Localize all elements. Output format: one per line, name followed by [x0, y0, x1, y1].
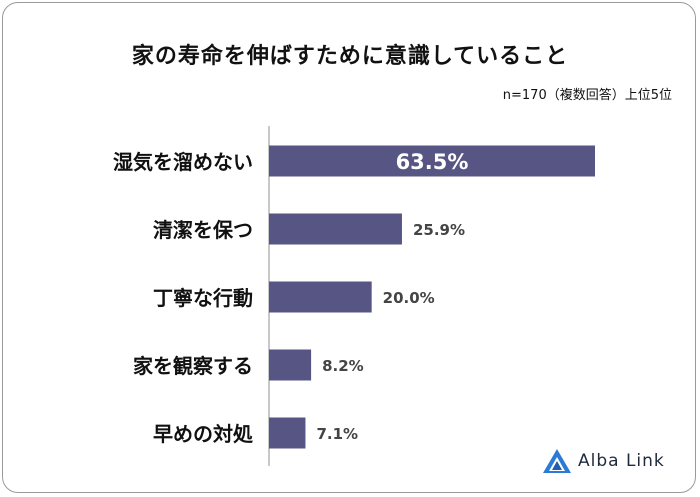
bar [269, 417, 306, 449]
category-label: 早めの対処 [153, 422, 254, 446]
category-label: 湿気を溜めない [113, 150, 253, 174]
data-label: 63.5% [396, 150, 469, 174]
chart-subtitle: n=170（複数回答）上位5位 [502, 88, 672, 103]
alba-link-logo-icon [543, 449, 571, 473]
data-label: 20.0% [383, 289, 435, 307]
brand-logo: Alba Link [542, 448, 665, 474]
data-label: 7.1% [316, 425, 358, 443]
chart-title: 家の寿命を伸ばすために意識していること [131, 44, 569, 69]
category-label: 清潔を保つ [153, 218, 253, 242]
brand-name: Alba Link [578, 451, 665, 471]
bar [269, 213, 402, 245]
data-label: 8.2% [322, 357, 364, 375]
bar [269, 349, 312, 381]
bar [269, 281, 372, 313]
chart-frame [2, 2, 696, 493]
category-label: 家を観察する [133, 354, 253, 378]
data-label: 25.9% [413, 221, 465, 239]
category-label: 丁寧な行動 [153, 286, 253, 310]
bar [269, 145, 595, 177]
